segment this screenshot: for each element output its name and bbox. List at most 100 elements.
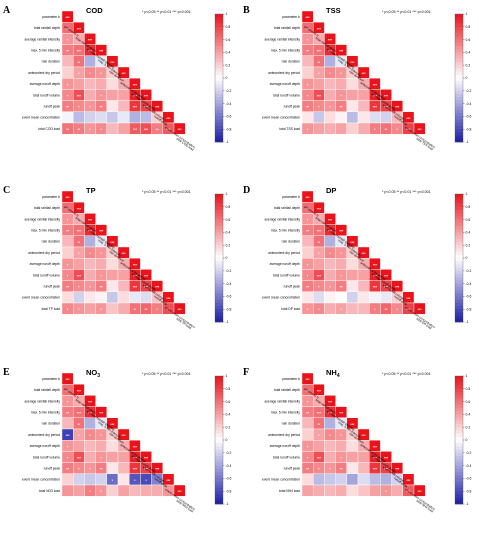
significance-marker: * [329,286,331,290]
row-label: antecedent dry period [28,433,60,437]
row-label: rain duration [42,422,60,426]
colorbar-segment [455,478,463,482]
colorbar-segment [215,30,223,34]
row-label: max. 5 min intensity [31,229,60,233]
heatmap-cell [61,246,74,259]
colorbar-segment [455,306,463,310]
colorbar-segment [455,385,463,390]
significance-marker: * [341,274,343,278]
significance-marker: *** [317,207,322,211]
significance-marker: * [67,218,69,222]
heatmap-cell [357,484,370,497]
significance-marker: *** [133,83,138,87]
significance-marker: * [67,456,69,460]
row-label: antecedent dry period [268,433,300,437]
significance-marker: * [318,286,320,290]
colorbar-tick-label: 0.8 [466,25,471,29]
heatmap-cell [368,484,381,497]
row-label: average rainfall intensity [24,399,60,403]
colorbar-segment [455,62,463,66]
colorbar-segment [215,84,223,88]
significance-marker: *** [88,400,93,404]
colorbar-segment [455,376,463,380]
heatmap-cell [346,111,359,124]
significance-marker: ** [385,128,388,132]
colorbar-segment [215,97,223,101]
colorbar-segment [215,452,223,457]
panel-e: E NO3 * p<0.05 ** p<0.01 *** p<0.001 parame… [3,367,231,514]
heatmap-cell [301,484,314,497]
significance-marker: *** [144,106,149,110]
significance-marker: *** [384,468,389,472]
heatmap-cell [84,235,96,248]
colorbar-tick-label: -0.4 [226,102,232,106]
colorbar-segment [455,274,463,278]
significance-marker: *** [66,434,71,438]
significance-marker: ** [317,241,320,245]
heatmap-cell [357,473,370,486]
colorbar-segment [455,404,463,409]
heatmap-cell [324,473,336,486]
colorbar-segment [455,446,463,450]
colorbar-segment [215,424,223,428]
row-label: average rainfall intensity [24,37,60,41]
colorbar-segment [215,17,223,21]
significance-marker: *** [373,263,378,267]
significance-marker: *** [328,38,333,42]
significance-marker: *** [144,456,149,460]
significance-marker: *** [166,297,171,301]
colorbar-segment [215,433,223,438]
significance-marker: *** [66,207,71,211]
heatmap-cell [106,439,119,452]
heatmap-cell [117,100,130,112]
heatmap-cell [346,77,359,90]
colorbar-segment [215,26,223,31]
row-label: average runoff depth [30,82,61,86]
heatmap-cell [140,111,152,124]
colorbar-segment [455,222,463,227]
heatmap-cell [324,235,336,248]
heatmap-cell [312,122,325,135]
colorbar-segment [215,90,223,95]
significance-marker: * [341,456,343,460]
title-subscript: 3 [97,373,100,379]
colorbar-segment [215,420,223,425]
colorbar-segment [215,261,223,265]
colorbar-tick-label: 0.4 [226,413,231,417]
panel-title: TP [86,186,96,195]
panel-label: A [3,5,11,16]
significance-marker: * [134,479,136,483]
colorbar-segment [455,49,463,53]
colorbar-tick-label: -1 [466,502,469,506]
significance-note: * p<0.05 ** p<0.01 *** p<0.001 [382,190,431,194]
colorbar-segment [455,26,463,31]
colorbar-tick-label: 0.8 [466,205,471,209]
colorbar-segment [455,33,463,37]
colorbar-tick-label: 1 [466,192,468,196]
significance-marker: * [89,252,91,256]
heatmap-cell [312,291,325,304]
colorbar-segment [215,62,223,66]
heatmap-cell [61,235,74,248]
heatmap-cell [140,291,152,304]
significance-marker: *** [144,94,149,98]
heatmap-cell [346,257,359,270]
colorbar-segment [215,248,223,252]
significance-marker: ** [77,241,80,245]
row-label: total NH4 load [279,489,300,493]
significance-note: * p<0.05 ** p<0.01 *** p<0.001 [382,372,431,376]
colorbar-tick-label: 0.8 [466,387,471,391]
heatmap-cell [117,111,130,124]
significance-marker: *** [362,72,367,76]
colorbar-tick-label: 0.2 [226,425,231,429]
colorbar-segment [455,23,463,28]
row-label: runoff peak [284,285,301,289]
colorbar-segment [455,116,463,120]
panel-label: C [3,185,10,196]
colorbar-segment [215,392,223,396]
colorbar-segment [215,315,223,320]
heatmap-cell [324,302,336,315]
significance-marker: * [307,83,309,87]
significance-marker: *** [317,274,322,278]
significance-marker: *** [77,94,82,98]
